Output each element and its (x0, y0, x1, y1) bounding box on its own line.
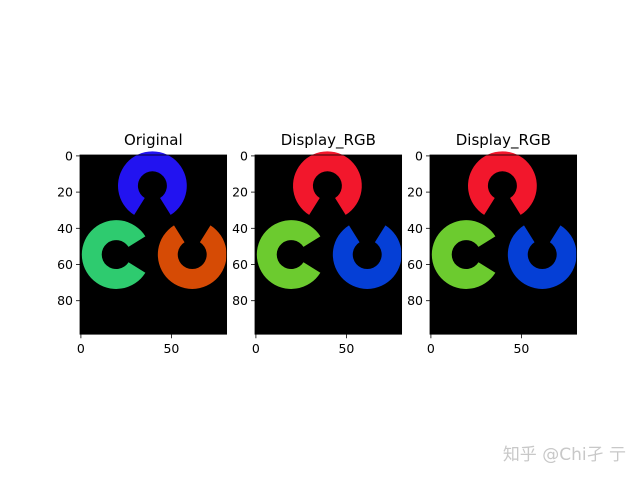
subplot-title: Original (124, 131, 183, 149)
x-tick-label: 0 (252, 341, 260, 356)
subplot-title: Display_RGB (281, 131, 376, 150)
ring-top (293, 151, 362, 215)
y-tick-label: 0 (415, 148, 423, 163)
y-tick-label: 20 (407, 185, 423, 200)
ring-right (507, 225, 577, 289)
ring-left (256, 220, 321, 289)
subplot-3: Display_RGB 0 20 40 60 80 0 50 (407, 131, 578, 356)
y-tick-label: 40 (57, 221, 73, 236)
subplot-2: Display_RGB 0 20 40 60 80 0 50 (232, 131, 403, 356)
x-tick-label: 0 (427, 341, 435, 356)
y-tick-label: 40 (232, 221, 248, 236)
ring-left (81, 220, 146, 289)
y-tick-label: 0 (240, 148, 248, 163)
y-tick-label: 80 (57, 293, 73, 308)
watermark-text: 知乎 @Chi孑 亍 (502, 445, 626, 465)
y-tick-label: 60 (57, 257, 73, 272)
ring-right (332, 225, 402, 289)
ring-right (157, 225, 227, 289)
x-tick-label: 50 (513, 341, 529, 356)
axes-frame (254, 154, 403, 335)
subplot-title: Display_RGB (456, 131, 551, 150)
ring-left (431, 220, 496, 289)
ring-top (118, 151, 187, 215)
y-tick-label: 40 (407, 221, 423, 236)
x-tick-label: 50 (163, 341, 179, 356)
y-tick-label: 80 (407, 293, 423, 308)
y-tick-label: 20 (57, 185, 73, 200)
y-tick-label: 60 (407, 257, 423, 272)
axes-frame (79, 154, 228, 335)
axes-frame (429, 154, 578, 335)
x-tick-label: 0 (77, 341, 85, 356)
y-tick-label: 60 (232, 257, 248, 272)
x-tick-label: 50 (338, 341, 354, 356)
y-tick-label: 0 (65, 148, 73, 163)
subplot-1: Original 0 20 40 60 80 0 50 (57, 131, 228, 356)
y-tick-label: 80 (232, 293, 248, 308)
y-tick-label: 20 (232, 185, 248, 200)
ring-top (468, 151, 537, 215)
